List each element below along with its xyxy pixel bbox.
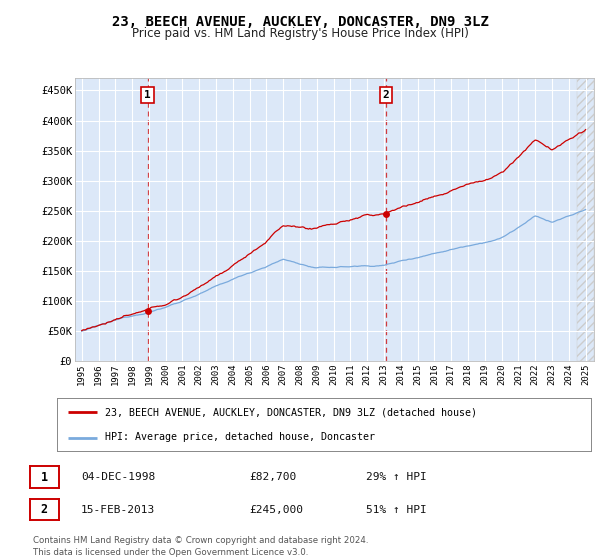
Text: 1: 1 (144, 90, 151, 100)
Text: 29% ↑ HPI: 29% ↑ HPI (366, 472, 427, 482)
Text: Contains HM Land Registry data © Crown copyright and database right 2024.
This d: Contains HM Land Registry data © Crown c… (33, 536, 368, 557)
Text: 23, BEECH AVENUE, AUCKLEY, DONCASTER, DN9 3LZ: 23, BEECH AVENUE, AUCKLEY, DONCASTER, DN… (112, 15, 488, 29)
Text: 1: 1 (41, 470, 48, 484)
Text: 51% ↑ HPI: 51% ↑ HPI (366, 505, 427, 515)
Text: 15-FEB-2013: 15-FEB-2013 (81, 505, 155, 515)
Text: 04-DEC-1998: 04-DEC-1998 (81, 472, 155, 482)
Text: 2: 2 (41, 503, 48, 516)
Text: Price paid vs. HM Land Registry's House Price Index (HPI): Price paid vs. HM Land Registry's House … (131, 27, 469, 40)
Text: HPI: Average price, detached house, Doncaster: HPI: Average price, detached house, Donc… (105, 432, 375, 442)
Text: 2: 2 (383, 90, 389, 100)
Text: £82,700: £82,700 (249, 472, 296, 482)
Text: 23, BEECH AVENUE, AUCKLEY, DONCASTER, DN9 3LZ (detached house): 23, BEECH AVENUE, AUCKLEY, DONCASTER, DN… (105, 408, 477, 418)
Text: £245,000: £245,000 (249, 505, 303, 515)
